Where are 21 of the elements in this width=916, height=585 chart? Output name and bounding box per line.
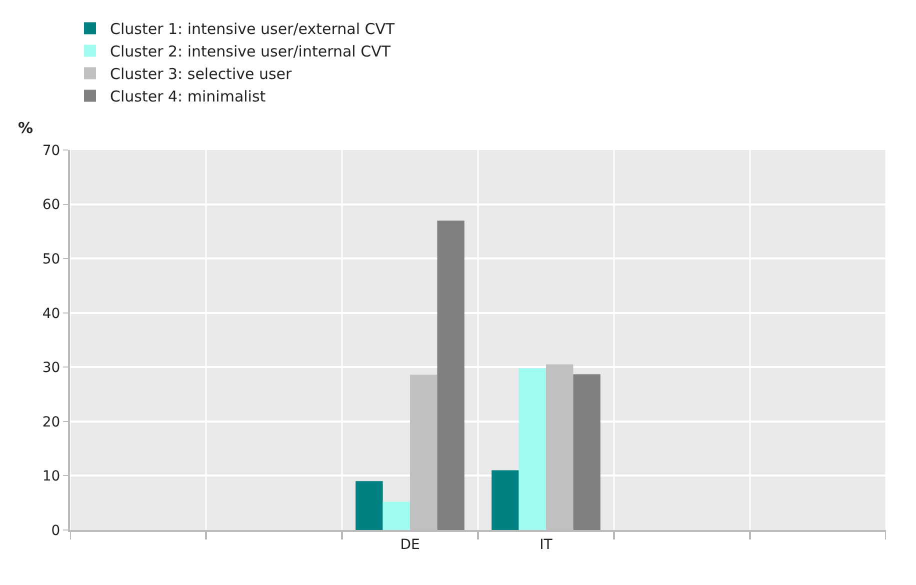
x-tick-label: IT — [540, 536, 553, 553]
y-tick-label: 40 — [42, 306, 60, 322]
y-axis-title: % — [18, 119, 34, 137]
y-tick-label: 30 — [42, 360, 60, 376]
legend-label: Cluster 2: intensive user/internal CVT — [110, 42, 392, 61]
y-tick-label: 50 — [42, 251, 60, 268]
bar — [356, 481, 383, 530]
bar — [382, 502, 410, 530]
legend-label: Cluster 3: selective user — [110, 65, 293, 84]
bar — [518, 368, 546, 530]
y-tick-label: 60 — [42, 197, 60, 214]
bar — [437, 220, 464, 530]
x-tick-label: DE — [400, 536, 420, 553]
legend-label: Cluster 4: minimalist — [110, 88, 266, 106]
y-tick-label: 20 — [42, 414, 60, 430]
y-tick-label: 70 — [42, 142, 60, 159]
bar — [492, 470, 519, 530]
bar — [573, 374, 600, 530]
y-tick-label: 0 — [51, 522, 60, 539]
y-tick-label: 10 — [42, 468, 60, 485]
legend-label: Cluster 1: intensive user/external CVT — [110, 20, 396, 38]
